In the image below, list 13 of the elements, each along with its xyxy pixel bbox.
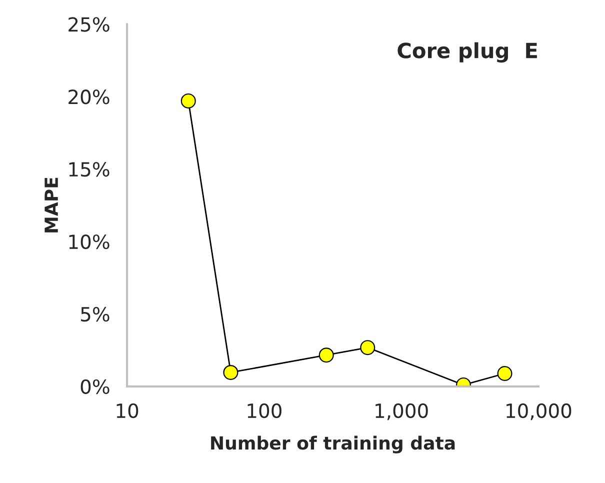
y-tick-label: 15% [69,162,110,177]
y-tick-label: 25% [68,17,110,32]
y-tick-label: 0% [80,379,110,394]
y-tick-label: 10% [69,234,110,250]
x-tick-label: 10,000 [506,403,572,420]
x-tick-label: 1,000 [376,403,428,420]
y-axis-title: MAPE [44,178,58,232]
text: Core plug E [398,42,537,63]
y-tick-label: 5% [81,306,110,322]
x-tick-label: 10 [116,403,138,418]
x-tick-label: 100 [248,403,282,418]
y-tick-label: 20% [68,90,110,104]
x-axis-title: Number of training data [211,436,455,454]
